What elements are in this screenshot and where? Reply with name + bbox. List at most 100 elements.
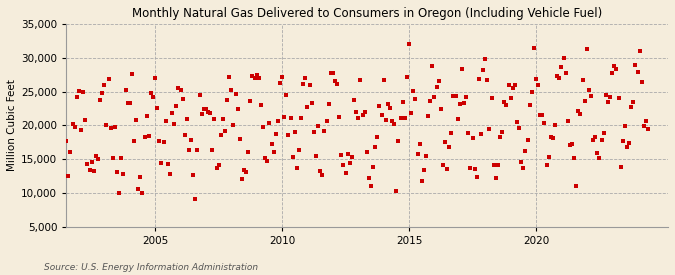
Point	[116, 156, 127, 161]
Point	[76, 128, 86, 132]
Point	[268, 150, 279, 154]
Point	[275, 80, 286, 85]
Point	[376, 113, 387, 117]
Point	[510, 83, 520, 87]
Point	[439, 139, 450, 144]
Point	[537, 113, 548, 117]
Point	[421, 153, 431, 158]
Point	[228, 123, 239, 127]
Point	[196, 112, 207, 117]
Point	[315, 169, 325, 174]
Point	[97, 91, 107, 96]
Point	[395, 116, 406, 120]
Point	[581, 47, 592, 51]
Point	[543, 155, 554, 159]
Point	[152, 106, 163, 110]
Point	[329, 79, 340, 83]
Point	[643, 127, 653, 132]
Point	[202, 110, 213, 114]
Point	[271, 132, 281, 136]
Point	[363, 176, 374, 180]
Point	[634, 48, 645, 53]
Point	[522, 138, 533, 142]
Point	[141, 114, 152, 119]
Point	[476, 131, 487, 136]
Point	[302, 104, 313, 109]
Point	[620, 123, 630, 128]
Point	[86, 160, 97, 165]
Point	[143, 133, 154, 138]
Point	[381, 118, 392, 122]
Point	[241, 170, 252, 175]
Point	[372, 135, 383, 139]
Point	[154, 139, 165, 143]
Point	[349, 98, 360, 102]
Point	[190, 197, 200, 201]
Point	[308, 130, 319, 134]
Point	[80, 118, 90, 122]
Point	[598, 131, 609, 135]
Text: Source: U.S. Energy Information Administration: Source: U.S. Energy Information Administ…	[44, 263, 258, 272]
Point	[459, 101, 470, 105]
Point	[182, 116, 192, 121]
Point	[226, 87, 237, 92]
Point	[486, 96, 497, 100]
Point	[150, 76, 161, 80]
Point	[109, 125, 120, 130]
Point	[266, 142, 277, 146]
Point	[427, 64, 437, 68]
Point	[327, 71, 338, 75]
Point	[387, 118, 398, 123]
Point	[224, 75, 235, 80]
Point	[238, 168, 249, 173]
Point	[393, 139, 404, 144]
Point	[245, 99, 256, 103]
Point	[213, 163, 224, 168]
Point	[219, 128, 230, 133]
Point	[539, 121, 550, 125]
Point	[253, 75, 264, 80]
Point	[325, 71, 336, 75]
Point	[260, 156, 271, 161]
Point	[603, 100, 614, 104]
Point	[437, 162, 448, 167]
Point	[497, 130, 508, 134]
Point	[281, 93, 292, 97]
Point	[588, 138, 599, 143]
Point	[317, 172, 327, 177]
Point	[454, 102, 465, 106]
Point	[342, 152, 353, 156]
Point	[594, 156, 605, 160]
Point	[551, 74, 562, 79]
Point	[236, 177, 247, 181]
Point	[188, 173, 198, 178]
Point	[632, 70, 643, 74]
Point	[456, 67, 467, 72]
Point	[452, 116, 463, 121]
Point	[446, 131, 457, 136]
Point	[573, 108, 584, 113]
Point	[431, 84, 442, 89]
Point	[65, 150, 76, 154]
Point	[135, 175, 146, 180]
Point	[389, 121, 400, 126]
Point	[577, 78, 588, 82]
Point	[296, 116, 306, 120]
Point	[406, 111, 416, 116]
Point	[408, 89, 418, 93]
Point	[516, 160, 526, 165]
Point	[161, 119, 171, 123]
Point	[533, 83, 543, 87]
Point	[230, 91, 241, 96]
Point	[622, 145, 632, 149]
Point	[175, 88, 186, 92]
Point	[590, 135, 601, 139]
Point	[366, 184, 377, 188]
Point	[611, 67, 622, 72]
Point	[628, 100, 639, 104]
Point	[126, 72, 137, 77]
Point	[495, 135, 506, 140]
Point	[569, 155, 580, 160]
Point	[359, 110, 370, 115]
Point	[435, 106, 446, 111]
